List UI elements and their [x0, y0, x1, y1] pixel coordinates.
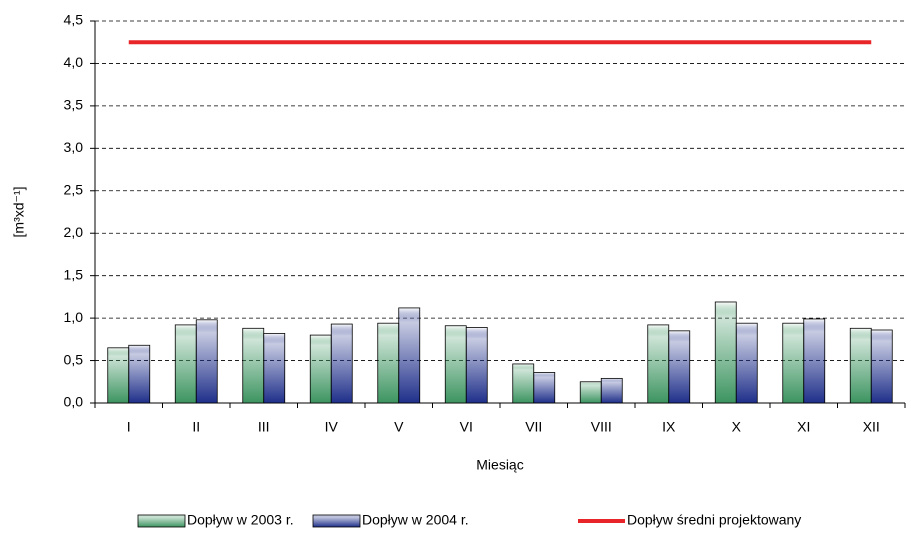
bar	[107, 347, 130, 404]
y-axis-label: [m³xd⁻¹]	[11, 187, 27, 238]
x-tick-label: IV	[325, 419, 339, 435]
y-tick-label: 2,5	[64, 181, 84, 197]
x-tick-label: VIII	[591, 419, 612, 435]
bar	[242, 327, 265, 404]
y-tick-label: 4,0	[64, 54, 84, 70]
bar	[128, 344, 151, 404]
bar	[444, 325, 467, 404]
y-tick-label: 1,0	[64, 309, 84, 325]
bar	[263, 332, 286, 404]
bar	[512, 363, 535, 404]
x-tick-label: III	[258, 419, 270, 435]
x-tick-label: V	[394, 419, 404, 435]
x-tick-label: XII	[863, 419, 880, 435]
legend-label: Dopływ w 2003 r.	[187, 512, 294, 528]
bar	[668, 330, 691, 404]
y-tick-label: 2,0	[64, 224, 84, 240]
bar	[174, 324, 197, 404]
bar	[735, 322, 758, 404]
bar	[330, 323, 353, 404]
bar	[377, 322, 400, 404]
x-tick-label: IX	[662, 419, 676, 435]
bar	[465, 327, 488, 404]
bar	[398, 307, 421, 404]
x-tick-label: I	[127, 419, 131, 435]
bar	[803, 318, 826, 404]
y-tick-label: 3,5	[64, 97, 84, 113]
bar	[870, 329, 893, 404]
bar	[647, 324, 670, 404]
x-tick-label: II	[192, 419, 200, 435]
y-tick-label: 0,5	[64, 351, 84, 367]
x-tick-label: X	[732, 419, 742, 435]
x-tick-label: VI	[460, 419, 473, 435]
legend-label: Dopływ średni projektowany	[627, 512, 801, 528]
x-tick-label: VII	[525, 419, 542, 435]
y-tick-label: 1,5	[64, 266, 84, 282]
bar	[714, 301, 737, 404]
bar	[195, 319, 218, 404]
bar	[782, 322, 805, 404]
legend-swatch	[312, 514, 361, 528]
bar	[579, 381, 602, 404]
y-tick-label: 3,0	[64, 139, 84, 155]
bar	[849, 327, 872, 404]
bar	[600, 377, 623, 404]
bar	[309, 334, 332, 404]
legend-label: Dopływ w 2004 r.	[362, 512, 469, 528]
x-axis-label: Miesiąc	[476, 457, 523, 473]
y-tick-label: 0,0	[64, 394, 84, 410]
y-tick-label: 4,5	[64, 12, 84, 28]
x-tick-label: XI	[797, 419, 810, 435]
bar	[533, 372, 556, 404]
legend-swatch	[137, 514, 186, 528]
